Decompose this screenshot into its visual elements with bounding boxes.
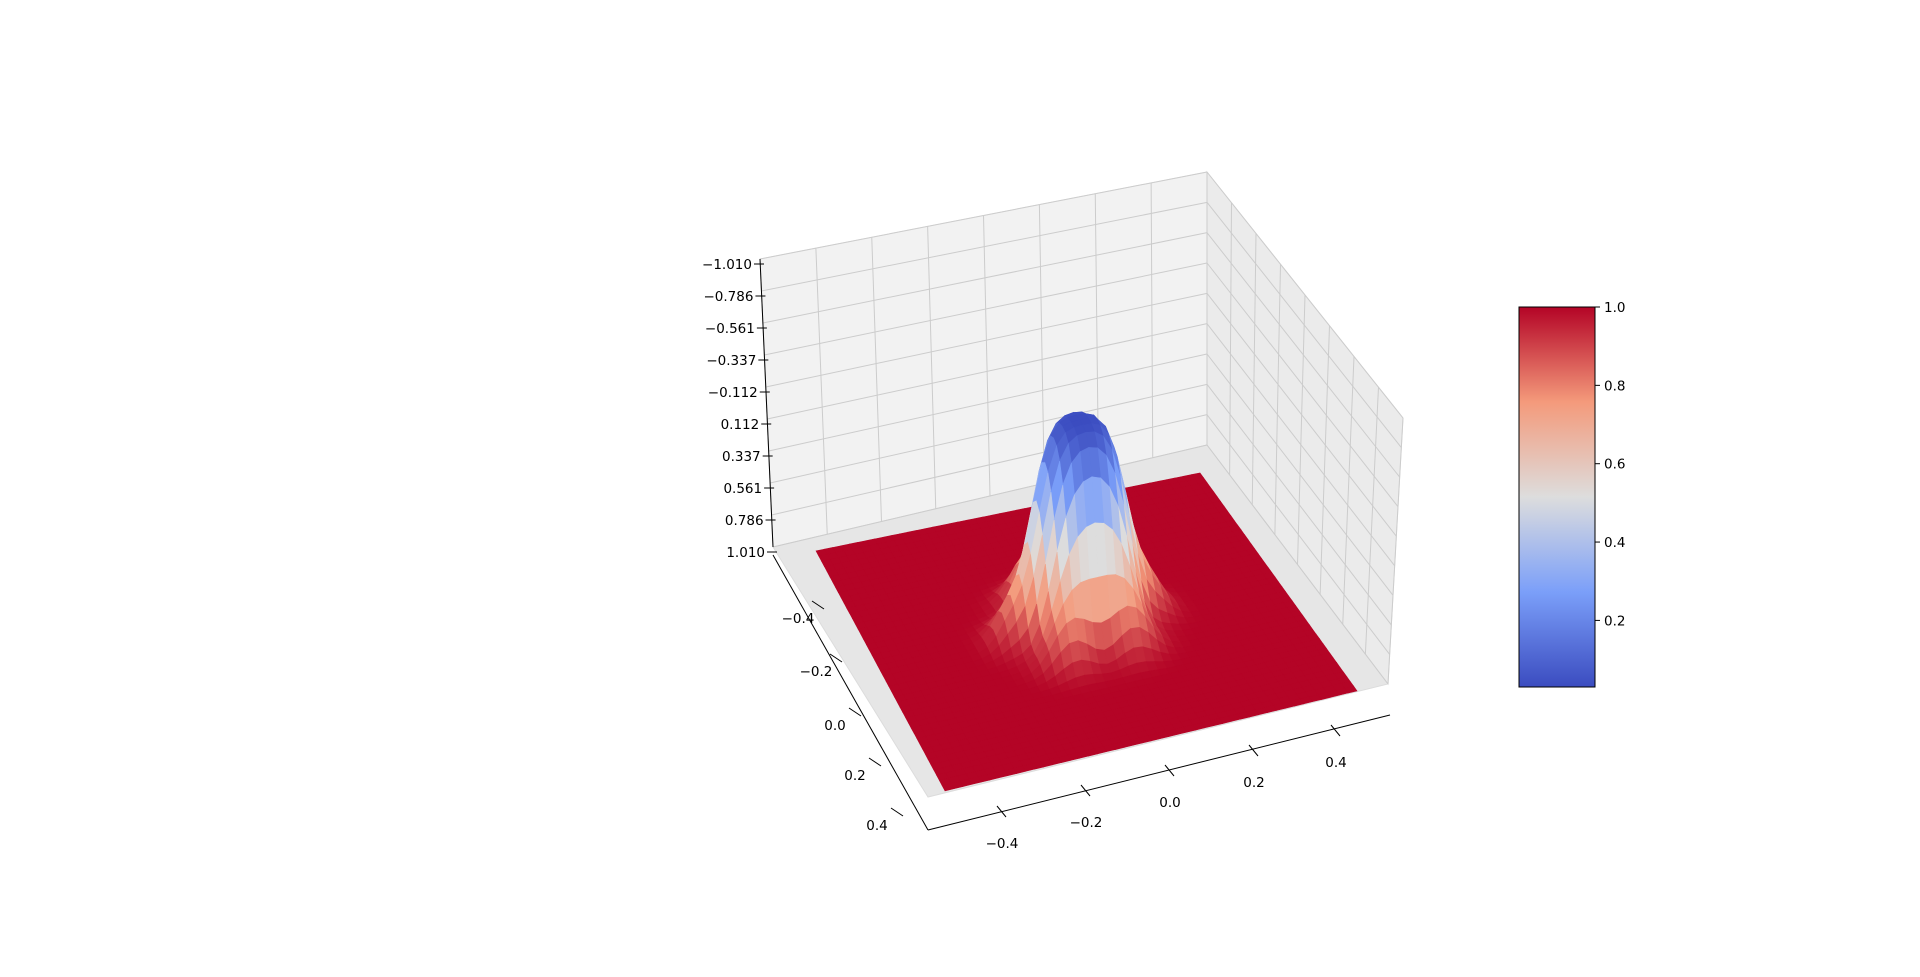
grid-line (1150, 182, 1154, 458)
x-tick-label: −0.2 (1070, 815, 1103, 831)
z-tick-label: 0.112 (721, 417, 760, 433)
colorbar: 0.2 0.4 0.6 0.8 1.0 (1518, 300, 1625, 688)
z-tick-label: 0.786 (725, 513, 764, 529)
x-axis-ticks: −0.4 −0.2 0.0 0.2 0.4 (986, 724, 1347, 852)
surface-plot (815, 411, 1358, 792)
axis-lines (759, 258, 1391, 831)
grid-line (1364, 387, 1379, 655)
grid-line (1229, 202, 1232, 475)
grid-line (772, 444, 1208, 548)
grid-line (1251, 233, 1257, 505)
grid-line (1319, 325, 1330, 595)
grid-lines (759, 171, 1404, 685)
grid-line (1342, 356, 1355, 625)
grid-line (765, 292, 1208, 388)
y-tick-label: 0.0 (824, 718, 845, 734)
y-tick-label: −0.4 (782, 611, 815, 627)
colorbar-tick-label: 0.6 (1604, 457, 1625, 473)
x-axis-line (927, 714, 1391, 831)
z-tick-label: −0.337 (706, 353, 756, 369)
colorbar-ticks: 0.2 0.4 0.6 0.8 1.0 (1595, 300, 1625, 629)
grid-line (761, 201, 1208, 292)
grid-line (770, 383, 1208, 484)
grid-line (768, 353, 1208, 452)
x-tick-mark (996, 805, 1007, 818)
surface-patch (941, 783, 955, 792)
y-tick-mark (868, 757, 882, 767)
z-tick-label: 0.337 (722, 449, 761, 465)
x-tick-label: 0.4 (1325, 755, 1346, 771)
y-tick-label: 0.4 (866, 818, 887, 834)
x-tick-label: 0.0 (1159, 795, 1180, 811)
z-tick-label: −0.561 (705, 321, 755, 337)
grid-line (759, 171, 1208, 260)
x-tick-mark (1164, 764, 1175, 777)
x-tick-mark (1080, 784, 1091, 797)
grid-line (1038, 204, 1045, 484)
grid-line (815, 248, 828, 535)
x-tick-mark (1330, 724, 1341, 737)
grid-line (927, 226, 937, 509)
grid-line (871, 237, 882, 522)
y-tick-mark (848, 707, 862, 717)
grid-line (767, 323, 1208, 420)
z-tick-label: 1.010 (726, 545, 765, 561)
grid-line (1297, 294, 1306, 565)
x-tick-label: 0.2 (1243, 775, 1264, 791)
z-axis-line (759, 258, 774, 548)
z-tick-label: 0.561 (723, 481, 762, 497)
colorbar-tick-label: 0.2 (1604, 613, 1625, 629)
grid-line (762, 232, 1208, 324)
y-axis-ticks: −0.4 −0.2 0.0 0.2 0.4 (782, 600, 904, 834)
colorbar-tick-label: 0.4 (1604, 535, 1625, 551)
grid-line (1274, 264, 1281, 535)
colorbar-gradient (1518, 306, 1596, 688)
x-tick-mark (1248, 744, 1259, 757)
y-tick-mark (811, 600, 825, 610)
z-tick-label: −0.112 (708, 385, 758, 401)
y-axis-line (772, 554, 929, 831)
x-tick-label: −0.4 (986, 836, 1019, 852)
grid-line (764, 262, 1208, 356)
colorbar-tick-label: 0.8 (1604, 378, 1625, 394)
z-tick-label: −1.010 (702, 257, 752, 273)
y-tick-mark (890, 807, 904, 817)
grid-line (771, 414, 1208, 516)
y-tick-mark (829, 653, 843, 663)
y-tick-label: 0.2 (844, 768, 865, 784)
z-axis-ticks: −1.010 −0.786 −0.561 −0.337 −0.112 0.112 0.337… (702, 257, 777, 561)
colorbar-tick-label: 1.0 (1604, 300, 1625, 316)
z-tick-label: −0.786 (703, 289, 753, 305)
grid-line (1387, 417, 1404, 685)
y-tick-label: −0.2 (800, 664, 833, 680)
grid-line (983, 215, 991, 497)
